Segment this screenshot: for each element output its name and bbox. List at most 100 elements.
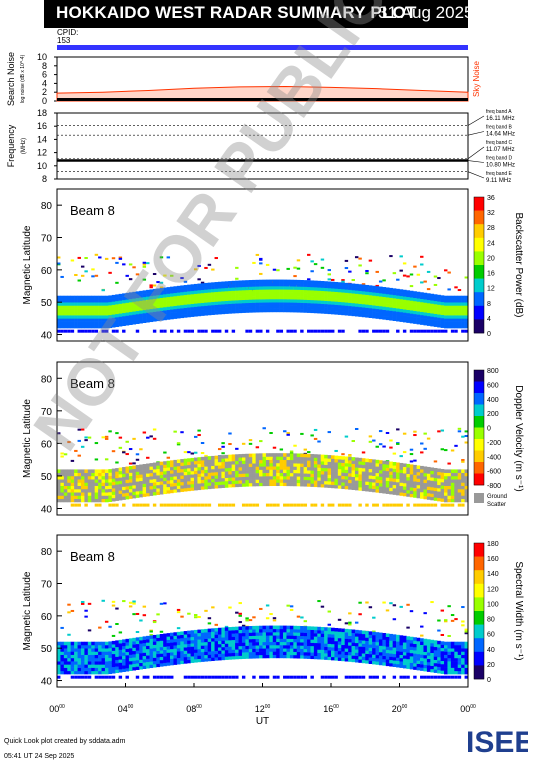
heatmap-band-cell xyxy=(358,284,363,288)
heatmap-band-cell xyxy=(77,475,82,480)
heatmap-band-cell xyxy=(324,633,328,638)
heatmap-band-cell xyxy=(402,486,407,490)
heatmap-band-cell xyxy=(139,290,143,295)
heatmap-band-cell xyxy=(101,324,106,329)
heatmap-band-cell xyxy=(402,463,407,467)
heatmap-band-cell xyxy=(94,670,99,675)
heatmap-band-cell xyxy=(375,459,380,464)
heatmap-band-cell xyxy=(433,477,438,482)
heatmap-band-cell xyxy=(389,310,393,315)
heatmap-speckle xyxy=(60,275,64,278)
heatmap-band-cell xyxy=(307,655,311,659)
heatmap-band-cell xyxy=(159,656,164,661)
heatmap-band-cell xyxy=(433,313,438,318)
heatmap-speckle xyxy=(450,449,455,452)
heatmap-band-cell xyxy=(57,315,61,319)
heatmap-band-cell xyxy=(170,489,174,494)
heatmap-speckle xyxy=(180,615,184,618)
heatmap-band-cell xyxy=(139,464,143,469)
heatmap-band-cell xyxy=(132,644,137,648)
heatmap-band-cell xyxy=(228,652,232,657)
heatmap-band-cell xyxy=(70,488,75,493)
freq-band-label: freq band A xyxy=(486,109,512,115)
heatmap-band-cell xyxy=(248,463,253,467)
heatmap-band-cell xyxy=(252,283,256,287)
heatmap-band-cell xyxy=(461,648,465,652)
heatmap-band-cell xyxy=(310,639,315,643)
heatmap-band-cell xyxy=(341,305,345,309)
heatmap-band-cell xyxy=(272,648,277,652)
heatmap-band-cell xyxy=(423,654,428,659)
heatmap-band-cell xyxy=(341,654,345,658)
heatmap-band-cell xyxy=(156,488,161,492)
cpid-label: CPID: xyxy=(57,28,79,37)
colorbar-tick-label: 600 xyxy=(487,382,499,389)
heatmap-band-cell xyxy=(259,479,263,483)
heatmap-band-cell xyxy=(115,297,119,302)
heatmap-band-cell xyxy=(70,664,75,668)
heatmap-speckle xyxy=(348,454,352,457)
heatmap-speckle xyxy=(128,263,133,266)
sky-noise-label: Sky Noise xyxy=(472,60,481,97)
heatmap-band-cell xyxy=(63,492,68,496)
heatmap-band-cell xyxy=(420,465,424,470)
heatmap-band-cell xyxy=(166,460,171,465)
heatmap-band-cell xyxy=(255,641,260,646)
heatmap-speckle xyxy=(440,609,445,612)
heatmap-band-cell xyxy=(122,467,126,471)
heatmap-band-cell xyxy=(327,297,332,302)
heatmap-band-cell xyxy=(317,303,322,307)
heatmap-band-cell xyxy=(378,466,383,471)
heatmap-band-cell xyxy=(115,640,119,644)
heatmap-band-cell xyxy=(313,280,318,285)
heatmap-band-cell xyxy=(173,632,178,636)
heatmap-band-cell xyxy=(289,472,294,477)
heatmap-speckle xyxy=(457,427,462,430)
heatmap-speckle xyxy=(57,256,61,259)
heatmap-speckle xyxy=(142,261,147,264)
heatmap-low-cell xyxy=(87,329,92,333)
heatmap-band-cell xyxy=(190,480,195,485)
heatmap-band-cell xyxy=(327,455,332,459)
heatmap-band-cell xyxy=(149,485,154,490)
heatmap-band-cell xyxy=(125,473,130,477)
heatmap-band-cell xyxy=(409,310,414,314)
heatmap-low-cell xyxy=(70,675,75,679)
heatmap-band-cell xyxy=(341,657,345,662)
heatmap-low-cell xyxy=(378,329,383,333)
heatmap-low-cell xyxy=(331,503,335,507)
heatmap-band-cell xyxy=(200,463,205,467)
heatmap-band-cell xyxy=(98,311,102,316)
heatmap-band-cell xyxy=(437,468,441,473)
heatmap-band-cell xyxy=(461,641,465,646)
heatmap-band-cell xyxy=(166,636,171,640)
heatmap-band-cell xyxy=(122,486,126,491)
heatmap-band-cell xyxy=(190,636,195,641)
heatmap-band-cell xyxy=(255,635,260,640)
heatmap-band-cell xyxy=(122,470,126,474)
heatmap-band-cell xyxy=(320,306,325,311)
heatmap-band-cell xyxy=(211,285,215,290)
heatmap-band-cell xyxy=(413,468,417,472)
heatmap-band-cell xyxy=(211,298,215,303)
heatmap-band-cell xyxy=(365,471,369,476)
heatmap-band-cell xyxy=(211,628,215,632)
heatmap-band-cell xyxy=(337,308,342,312)
heatmap-band-cell xyxy=(409,477,414,481)
heatmap-band-cell xyxy=(351,293,356,297)
heatmap-band-cell xyxy=(87,661,92,665)
heatmap-band-cell xyxy=(289,286,294,290)
heatmap-band-cell xyxy=(221,656,226,661)
heatmap-band-cell xyxy=(197,283,202,288)
heatmap-band-cell xyxy=(173,305,178,310)
heatmap-band-cell xyxy=(286,469,291,474)
heatmap-band-cell xyxy=(74,308,78,313)
heatmap-band-cell xyxy=(194,290,198,294)
heatmap-band-cell xyxy=(214,298,219,302)
heatmap-band-cell xyxy=(283,632,287,636)
heatmap-band-cell xyxy=(60,472,65,477)
heatmap-band-cell xyxy=(283,453,287,457)
heatmap-speckle xyxy=(420,634,424,637)
heatmap-low-cell xyxy=(440,503,445,507)
heatmap-band-cell xyxy=(385,636,390,641)
